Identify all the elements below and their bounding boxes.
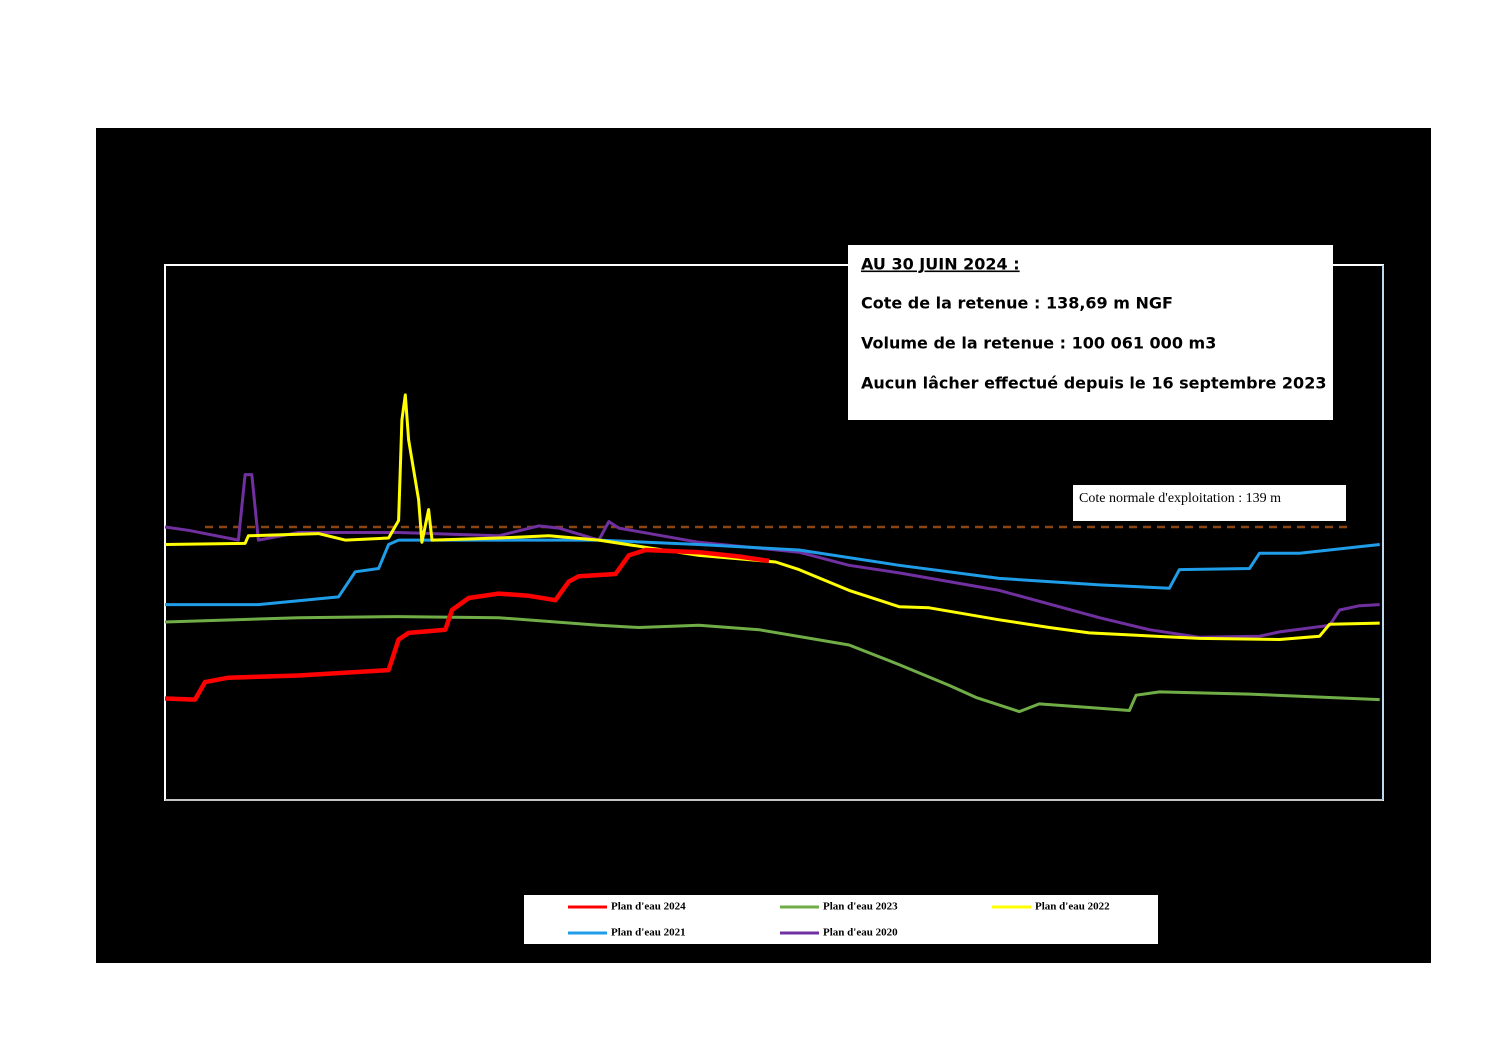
- legend: Plan d'eau 2024 Plan d'eau 2023 Plan d'eau…: [568, 901, 1110, 939]
- series-line: [164, 547, 770, 702]
- legend-label: Plan d'eau 2022: [1035, 901, 1110, 913]
- info-line: Volume de la retenue : 100 061 000 m3: [861, 334, 1216, 353]
- info-box: [848, 245, 1333, 420]
- legend-label: Plan d'eau 2023: [823, 901, 898, 913]
- legend-label: Plan d'eau 2021: [611, 927, 686, 939]
- info-line: Aucun lâcher effectué depuis le 16 septe…: [861, 374, 1326, 393]
- legend-label: Plan d'eau 2024: [611, 901, 686, 913]
- legend-box: [524, 895, 1158, 944]
- series-line: [165, 538, 1380, 607]
- series-line: [164, 473, 1380, 639]
- info-heading: AU 30 JUIN 2024 :: [861, 255, 1020, 274]
- reference-label: Cote normale d'exploitation : 139 m: [1079, 491, 1281, 506]
- info-line: Cote de la retenue : 138,69 m NGF: [861, 294, 1173, 313]
- series-line: [164, 393, 1380, 641]
- series-line: [164, 615, 1380, 714]
- legend-label: Plan d'eau 2020: [823, 927, 898, 939]
- plot-area: [164, 393, 1380, 714]
- reference-label-box: [1073, 485, 1346, 521]
